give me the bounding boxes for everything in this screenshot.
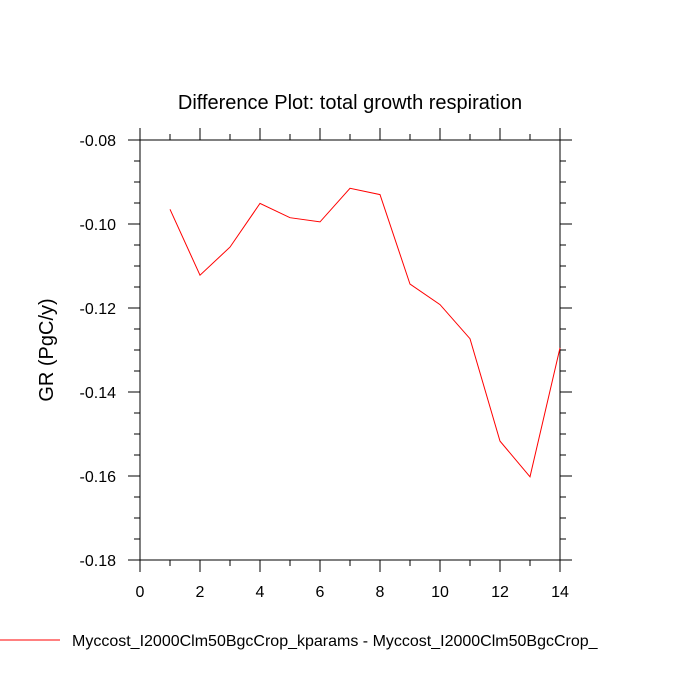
y-axis-title: GR (PgC/y) <box>36 298 58 401</box>
tick-labels: 0 2 4 6 8 10 12 14 -0.18 -0.16 -0.14 -0.12 -0.10 -0.0… <box>80 133 569 601</box>
y-tick-label: -0.08 <box>80 133 117 150</box>
y-tick-label: -0.16 <box>80 469 117 486</box>
plot-frame <box>139 139 561 561</box>
x-tick-label: 14 <box>551 584 569 601</box>
x-tick-label: 6 <box>316 584 325 601</box>
series-layer <box>169 187 561 478</box>
series-line <box>169 187 561 478</box>
y-tick-label: -0.12 <box>80 301 117 318</box>
y-tick-label: -0.10 <box>80 217 117 234</box>
y-tick-label: -0.14 <box>80 385 117 402</box>
y-tick-label: -0.18 <box>80 553 117 570</box>
legend-label: Myccost_I2000Clm50BgcCrop_kparams - Mycc… <box>72 633 599 650</box>
x-tick-label: 10 <box>431 584 449 601</box>
x-tick-label: 12 <box>491 584 509 601</box>
x-tick-label: 4 <box>256 584 265 601</box>
chart-title: Difference Plot: total growth respiratio… <box>178 92 522 114</box>
x-tick-label: 2 <box>196 584 205 601</box>
x-tick-label: 8 <box>376 584 385 601</box>
x-tick-label: 0 <box>136 584 145 601</box>
axis-ticks <box>128 128 572 572</box>
